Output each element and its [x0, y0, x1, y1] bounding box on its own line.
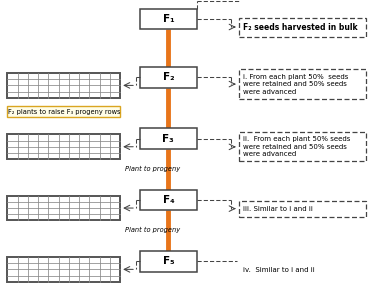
Bar — [7, 106, 120, 117]
Text: F₁: F₁ — [162, 14, 174, 24]
Text: F₂: F₂ — [162, 72, 174, 82]
Text: F₂ plants to raise F₃ progeny rows: F₂ plants to raise F₃ progeny rows — [7, 109, 120, 115]
Text: Plant to progeny: Plant to progeny — [125, 227, 180, 233]
Bar — [140, 9, 197, 29]
Bar — [7, 134, 120, 159]
Text: ii.  From each plant 50% seeds
were retained and 50% seeds
were advanced: ii. From each plant 50% seeds were retai… — [243, 136, 350, 157]
Bar — [239, 132, 366, 161]
Bar — [140, 190, 197, 210]
Bar — [239, 18, 366, 36]
Text: iii. Similar to i and ii: iii. Similar to i and ii — [243, 206, 313, 212]
Text: Plant to progeny: Plant to progeny — [125, 166, 180, 172]
Bar — [140, 251, 197, 272]
Text: F₃: F₃ — [162, 134, 174, 144]
Bar — [7, 257, 120, 282]
Bar — [7, 73, 120, 98]
Bar — [7, 196, 120, 220]
Text: F₄: F₄ — [162, 195, 174, 205]
Bar — [140, 128, 197, 149]
Bar — [239, 201, 366, 217]
Text: iv.  Similar to i and ii: iv. Similar to i and ii — [243, 267, 315, 273]
Bar — [239, 69, 366, 99]
Text: i. From each plant 50%  seeds
were retained and 50% seeds
were advanced: i. From each plant 50% seeds were retain… — [243, 74, 349, 95]
Text: F₂ seeds harvested in bulk: F₂ seeds harvested in bulk — [243, 22, 358, 32]
Bar — [140, 67, 197, 88]
Text: F₅: F₅ — [162, 256, 174, 266]
